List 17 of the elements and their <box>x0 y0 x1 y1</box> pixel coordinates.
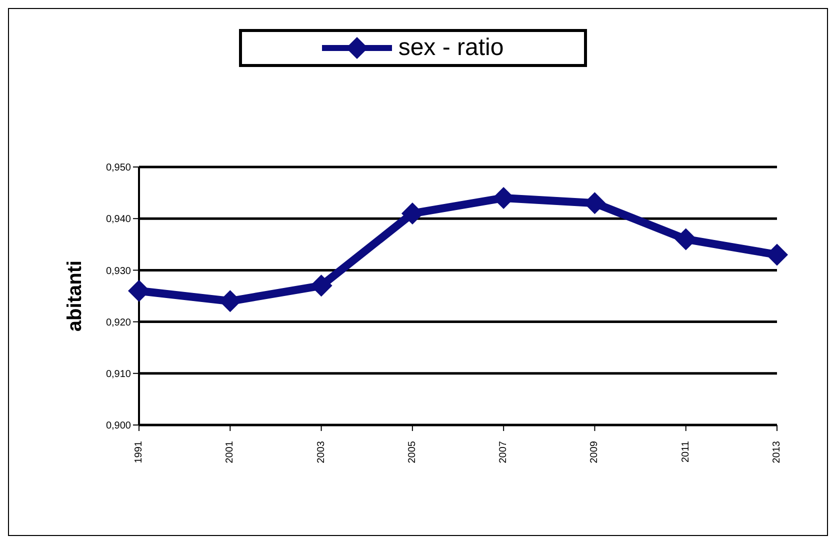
y-tick-label: 0,940 <box>106 214 132 226</box>
legend-label: sex - ratio <box>398 34 504 62</box>
y-tick-label: 0,920 <box>106 317 132 328</box>
x-tick-label: 2007 <box>498 440 510 464</box>
y-tick-label: 0,910 <box>106 368 132 380</box>
point <box>766 244 788 266</box>
x-tick-label: 2001 <box>224 440 236 464</box>
x-tick-label: 2003 <box>316 440 327 464</box>
y-axis-title: abitanti <box>64 260 86 332</box>
x-tick-label: 2005 <box>406 440 418 464</box>
x-tick-label: 2009 <box>589 440 600 464</box>
y-tick-label: 0,930 <box>106 266 132 277</box>
x-tick-label: 1991 <box>134 440 144 464</box>
x-tick-label: 2013 <box>772 440 782 464</box>
x-tick-label: 2011 <box>680 440 692 463</box>
y-tick-label: 0,950 <box>106 162 132 174</box>
y-tick-label: 0,900 <box>106 420 132 432</box>
